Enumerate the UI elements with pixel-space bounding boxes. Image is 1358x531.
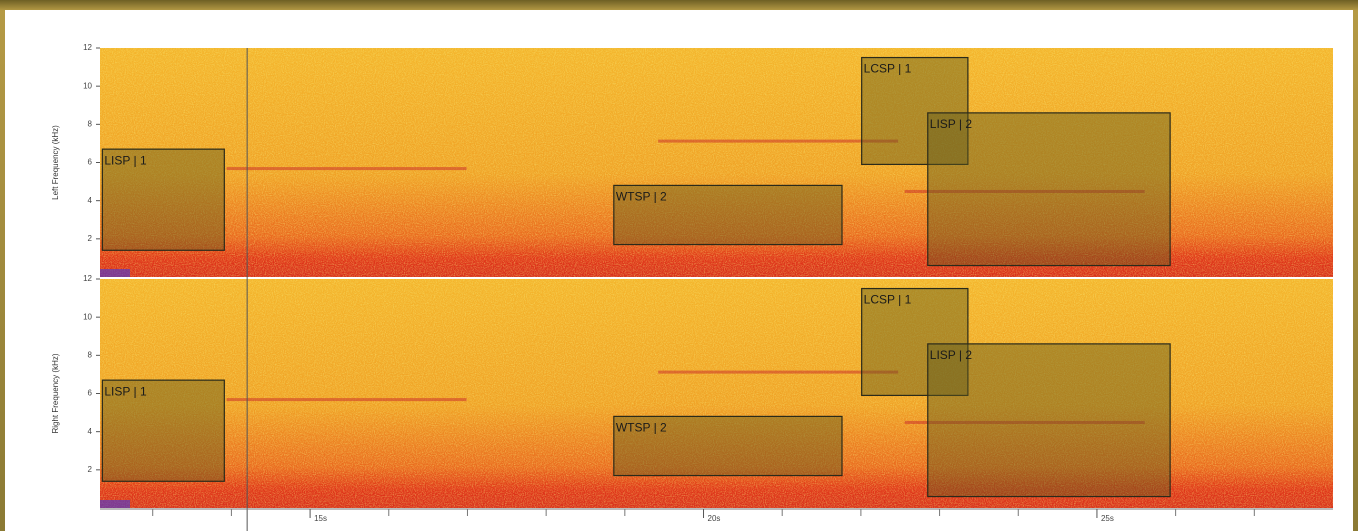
annotation-label: LCSP | 1 xyxy=(864,293,912,307)
y-tick-label: 10 xyxy=(83,312,92,321)
y-tick-label: 4 xyxy=(88,196,93,205)
annotation-box xyxy=(928,113,1170,266)
y-axis-label: Left Frequency (kHz) xyxy=(51,125,60,200)
annotation-label: LCSP | 1 xyxy=(864,62,912,76)
x-tick-label: 15s xyxy=(314,514,327,523)
y-axis-label: Right Frequency (kHz) xyxy=(51,353,60,433)
annotation-label: LISP | 1 xyxy=(104,153,147,167)
y-tick-label: 6 xyxy=(88,158,93,167)
y-tick-label: 2 xyxy=(88,234,93,243)
signal-streak xyxy=(227,167,467,170)
annotation-label: LISP | 2 xyxy=(930,117,973,131)
y-tick-label: 12 xyxy=(83,274,92,283)
annotation-label: LISP | 2 xyxy=(930,348,973,362)
low-band xyxy=(100,500,130,508)
annotation-label: LISP | 1 xyxy=(104,384,147,398)
y-tick-label: 4 xyxy=(88,427,93,436)
y-tick-label: 2 xyxy=(88,465,93,474)
page: Left Frequency (kHz) 2 4 6 8 10 12 LISP | 1 WTSP… xyxy=(0,0,1358,531)
y-tick-label: 10 xyxy=(83,81,92,90)
annotation-box xyxy=(928,344,1170,497)
x-tick-label: 20s xyxy=(708,514,721,523)
y-tick-label: 6 xyxy=(88,389,93,398)
annotation-label: WTSP | 2 xyxy=(616,421,667,435)
annotation-label: WTSP | 2 xyxy=(616,190,667,204)
signal-streak xyxy=(227,398,467,401)
low-band xyxy=(100,269,130,277)
spectrogram-view: Left Frequency (kHz) 2 4 6 8 10 12 LISP | 1 WTSP… xyxy=(0,0,1358,531)
y-tick-label: 8 xyxy=(88,119,93,128)
y-tick-label: 12 xyxy=(83,43,92,52)
x-tick-label: 25s xyxy=(1101,514,1114,523)
y-tick-label: 8 xyxy=(88,350,93,359)
